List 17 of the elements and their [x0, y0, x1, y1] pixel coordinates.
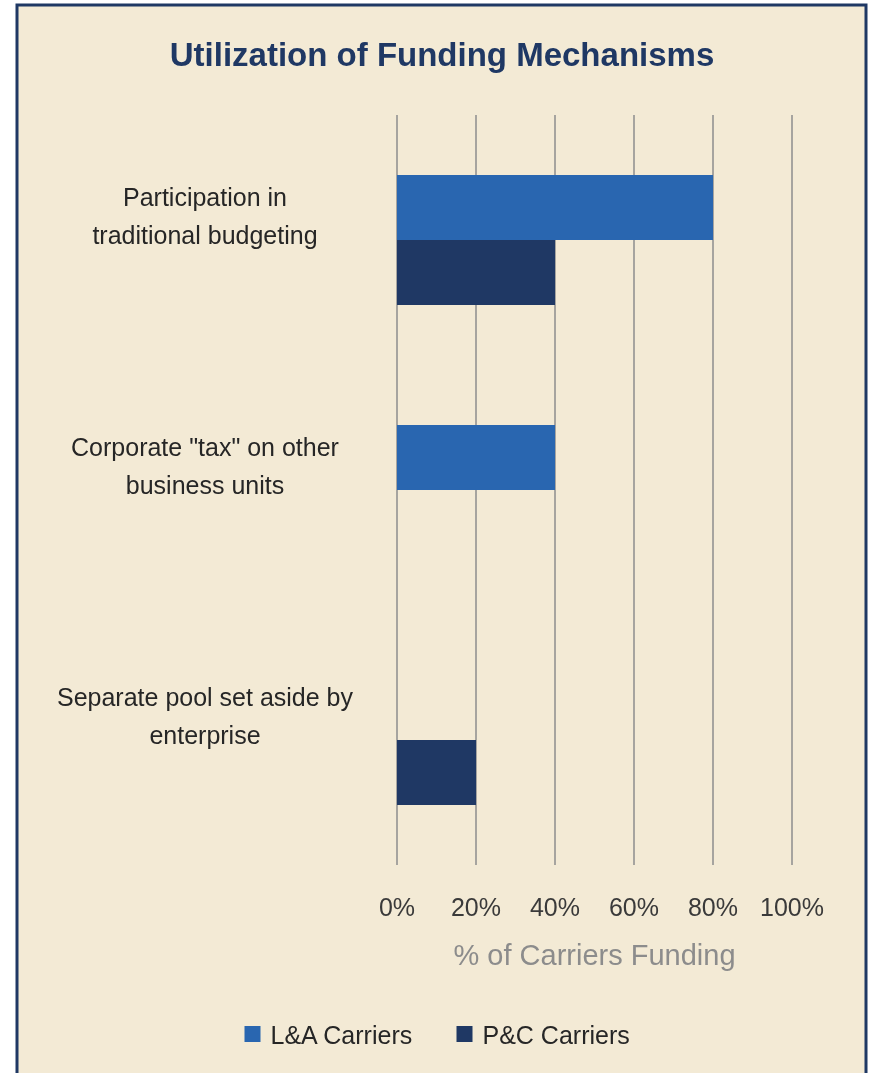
- bar: [397, 240, 555, 305]
- bar: [397, 425, 555, 490]
- y-tick-label: Separate pool set aside by enterprise: [56, 683, 354, 749]
- bar: [397, 175, 713, 240]
- x-tick-label: 80%: [687, 893, 739, 921]
- x-axis-title: % of Carriers Funding: [453, 939, 736, 971]
- bar: [397, 740, 476, 805]
- y-tick-label: Participation in traditional budgeting: [92, 183, 318, 249]
- legend-label: L&A Carriers: [270, 1021, 413, 1049]
- y-tick-label: Corporate "tax" on other business units: [71, 433, 339, 499]
- x-tick-label: 20%: [450, 893, 502, 921]
- x-tick-label: 100%: [760, 893, 824, 921]
- x-tick-label: 40%: [529, 893, 581, 921]
- chart-title: Utilization of Funding Mechanisms: [169, 36, 715, 73]
- x-tick-label: 0%: [378, 893, 416, 921]
- legend-label: P&C Carriers: [482, 1021, 630, 1049]
- x-tick-label: 60%: [608, 893, 660, 921]
